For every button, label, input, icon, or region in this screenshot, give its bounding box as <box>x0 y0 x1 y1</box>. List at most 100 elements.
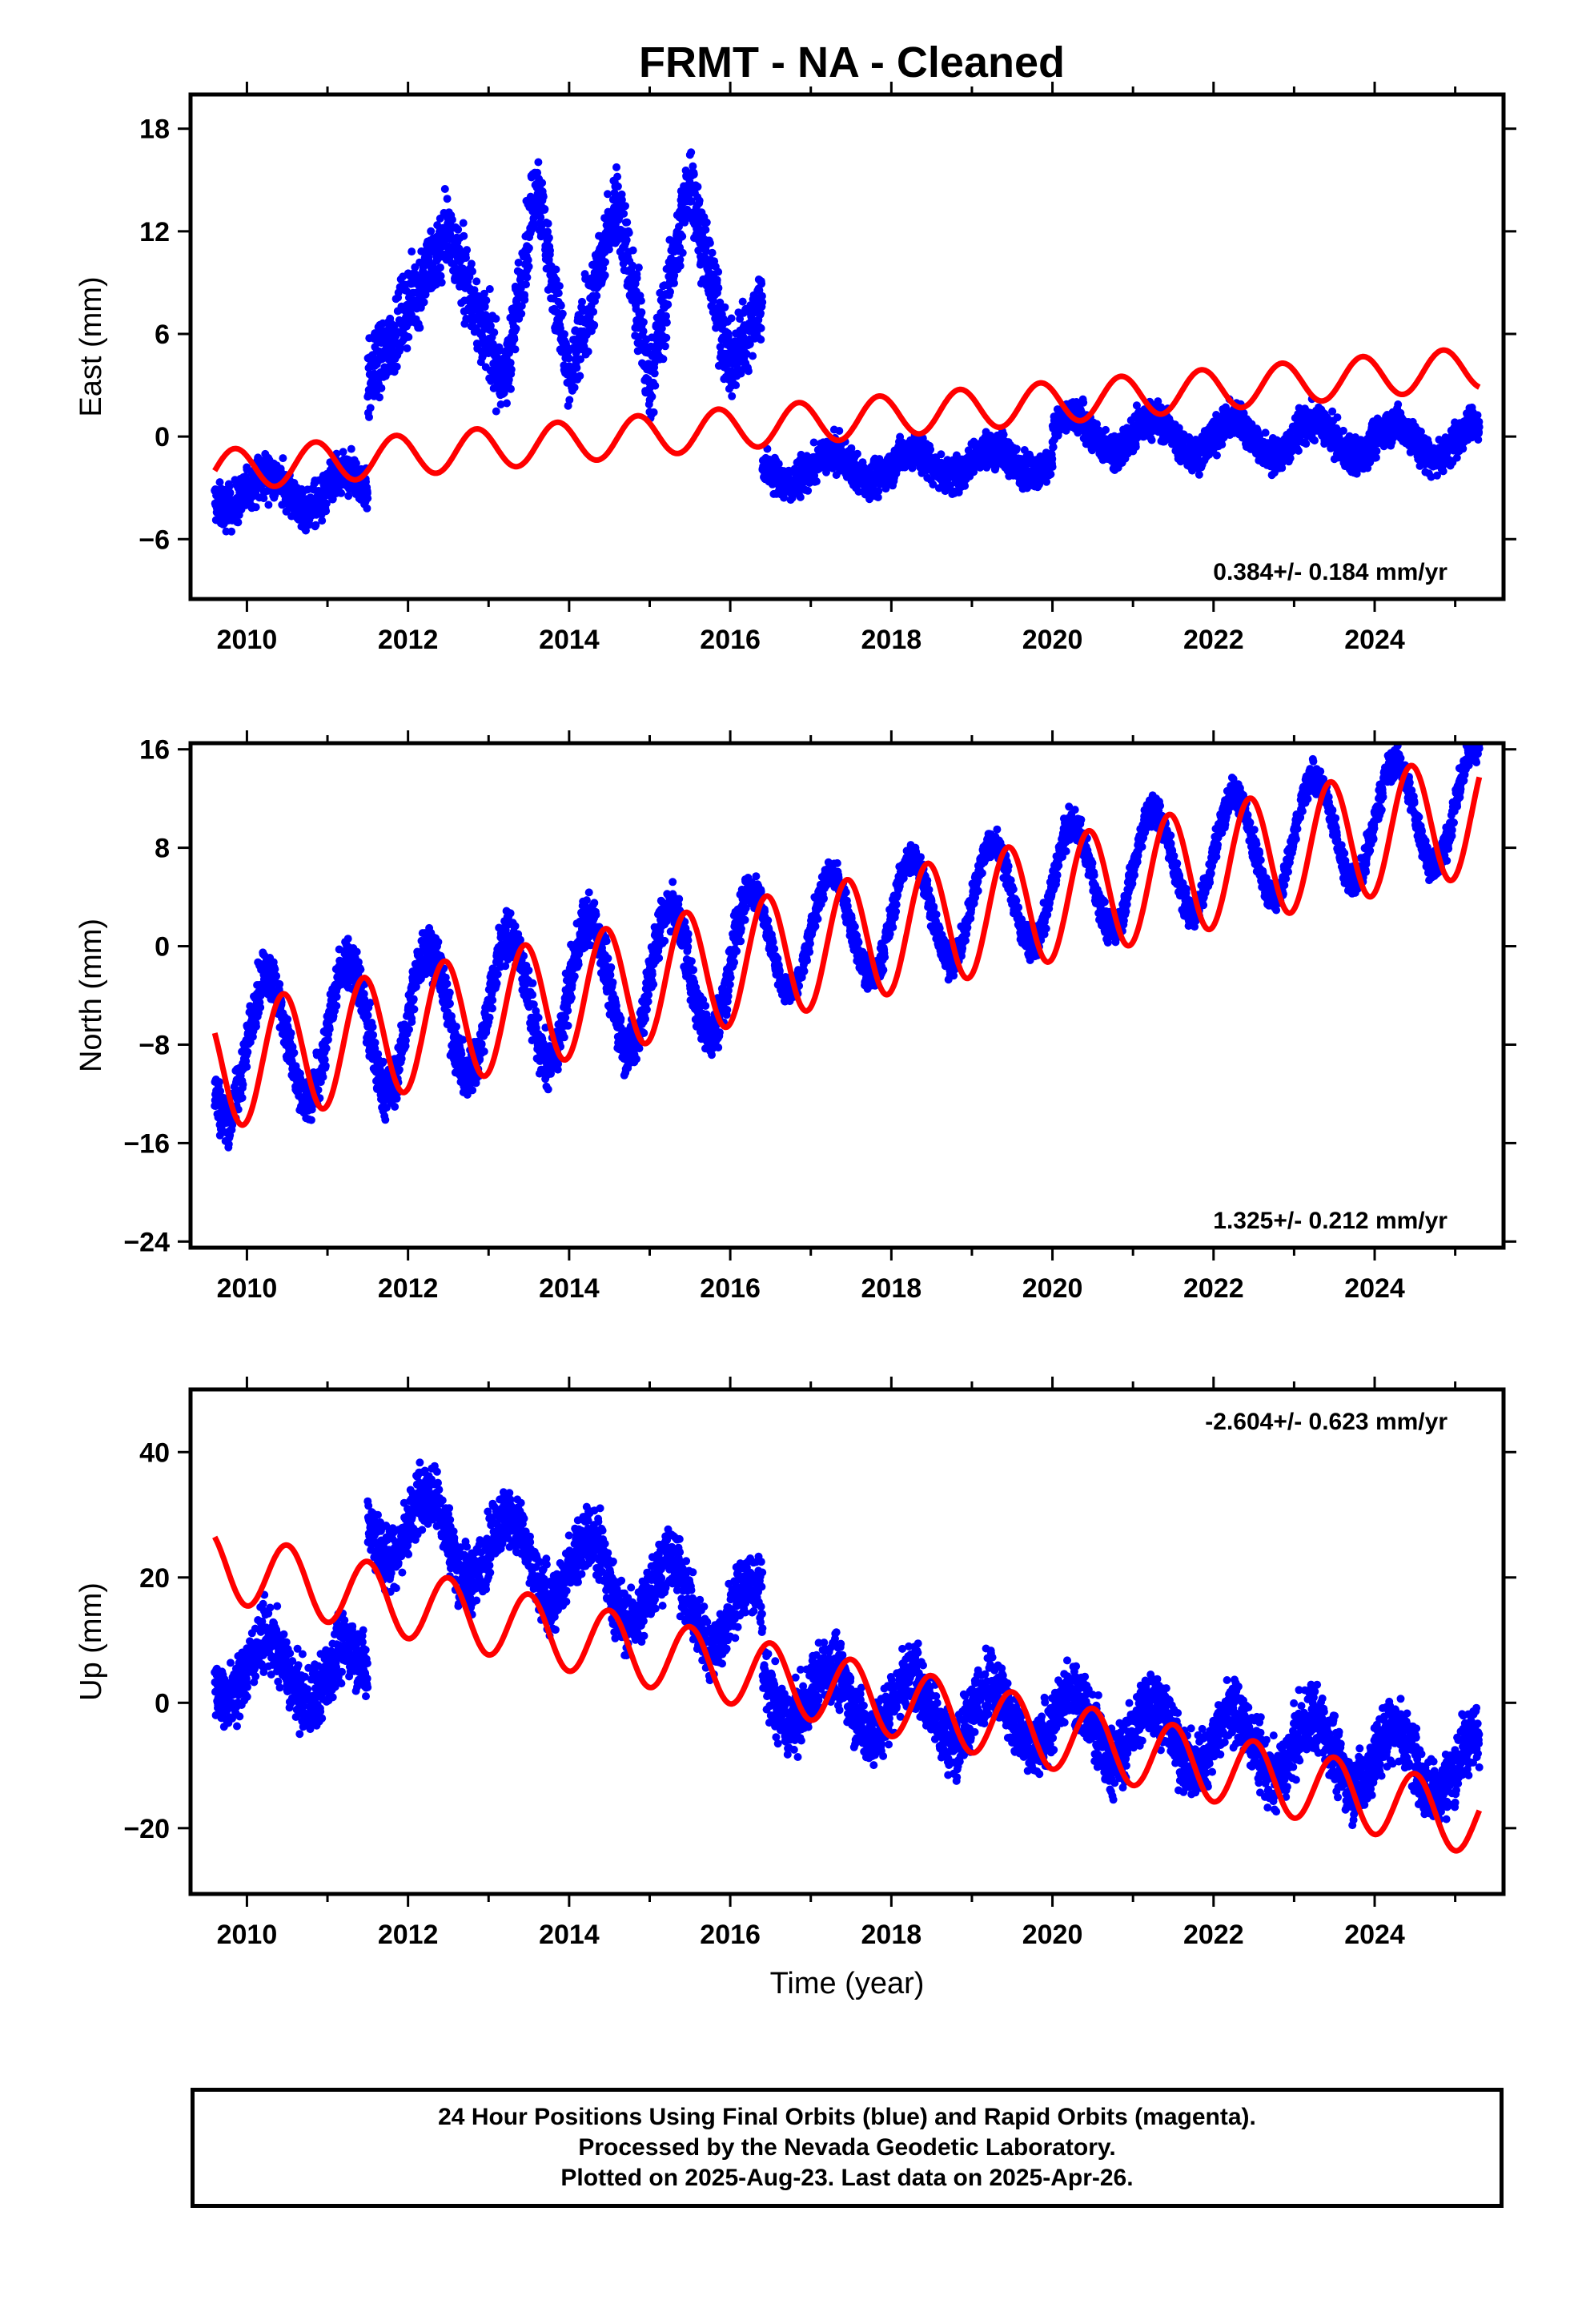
data-point <box>556 301 565 310</box>
data-point <box>485 285 494 293</box>
data-point <box>701 225 710 234</box>
data-point <box>534 158 543 167</box>
data-point <box>926 445 935 454</box>
data-point <box>437 278 446 287</box>
data-point <box>622 235 631 244</box>
data-point <box>639 318 648 327</box>
data-point <box>420 298 428 307</box>
data-point <box>1147 436 1156 444</box>
data-point <box>675 223 683 231</box>
data-point <box>613 172 622 181</box>
data-point <box>632 274 641 283</box>
data-point <box>757 324 765 332</box>
data-point <box>999 430 1008 439</box>
data-point <box>1218 440 1227 449</box>
data-point <box>676 262 685 270</box>
data-point <box>721 303 729 312</box>
data-point <box>538 179 547 187</box>
data-point <box>416 324 424 332</box>
data-point <box>554 289 563 298</box>
data-point <box>713 275 721 284</box>
data-point <box>705 239 714 247</box>
data-point <box>576 372 584 380</box>
data-point <box>427 227 436 235</box>
data-point <box>929 480 938 489</box>
data-point <box>556 324 564 332</box>
data-point <box>387 345 396 354</box>
data-point <box>666 287 674 296</box>
data-point <box>365 412 373 421</box>
data-point <box>510 335 519 344</box>
data-point <box>279 454 287 463</box>
data-point <box>744 367 753 376</box>
data-point <box>661 342 669 351</box>
data-point <box>612 163 620 171</box>
data-point <box>1333 413 1342 422</box>
data-point <box>736 315 745 324</box>
data-point <box>1261 428 1270 437</box>
data-point <box>492 407 500 416</box>
data-point <box>628 261 637 270</box>
data-point <box>847 444 856 452</box>
data-point <box>1049 443 1058 452</box>
data-point <box>664 300 673 309</box>
data-point <box>687 148 696 157</box>
data-point <box>576 355 585 364</box>
data-point <box>227 527 236 536</box>
data-point <box>522 280 530 289</box>
data-point <box>650 369 659 378</box>
figure-title: FRMT - NA - Cleaned <box>639 38 1065 86</box>
data-point <box>637 308 646 316</box>
data-point <box>440 185 449 193</box>
data-point <box>1048 455 1057 463</box>
data-point <box>311 521 320 529</box>
data-point <box>524 255 532 264</box>
data-point <box>757 336 765 344</box>
data-point <box>377 384 386 392</box>
panel-east: 2010 2012 2014 2016 2018 2020 2022 2024−6061218… <box>74 82 1516 655</box>
data-point <box>796 493 805 501</box>
data-point <box>732 381 741 389</box>
data-point <box>1079 398 1088 407</box>
data-point <box>1042 477 1051 486</box>
data-point <box>375 393 383 402</box>
data-point <box>486 321 495 330</box>
data-point <box>347 444 355 453</box>
data-point <box>599 263 608 272</box>
data-point <box>613 182 622 191</box>
data-point <box>462 254 470 262</box>
data-point <box>546 246 554 255</box>
data-point <box>363 494 372 503</box>
data-point <box>241 472 250 480</box>
data-point <box>564 354 573 363</box>
data-point <box>481 311 490 320</box>
data-point <box>689 162 697 171</box>
data-point <box>1102 425 1110 434</box>
data-point <box>812 477 821 486</box>
data-point <box>617 195 626 204</box>
data-point <box>421 290 430 299</box>
data-point <box>687 197 696 206</box>
data-point <box>727 314 736 323</box>
data-point <box>318 517 327 525</box>
data-point <box>874 487 883 496</box>
data-point <box>226 489 235 497</box>
data-point <box>804 486 813 495</box>
data-point <box>560 330 568 339</box>
data-point <box>544 219 552 228</box>
data-point <box>745 340 754 348</box>
data-point <box>390 321 399 330</box>
data-point <box>1372 447 1381 456</box>
data-point <box>507 365 516 374</box>
data-point <box>757 309 765 318</box>
data-point <box>714 283 723 292</box>
data-point <box>749 352 757 360</box>
data-point <box>264 501 273 509</box>
data-point <box>524 262 533 271</box>
data-point <box>251 503 260 512</box>
data-point <box>467 259 476 268</box>
data-point <box>970 468 978 476</box>
data-point <box>758 298 767 307</box>
data-point <box>809 438 818 447</box>
